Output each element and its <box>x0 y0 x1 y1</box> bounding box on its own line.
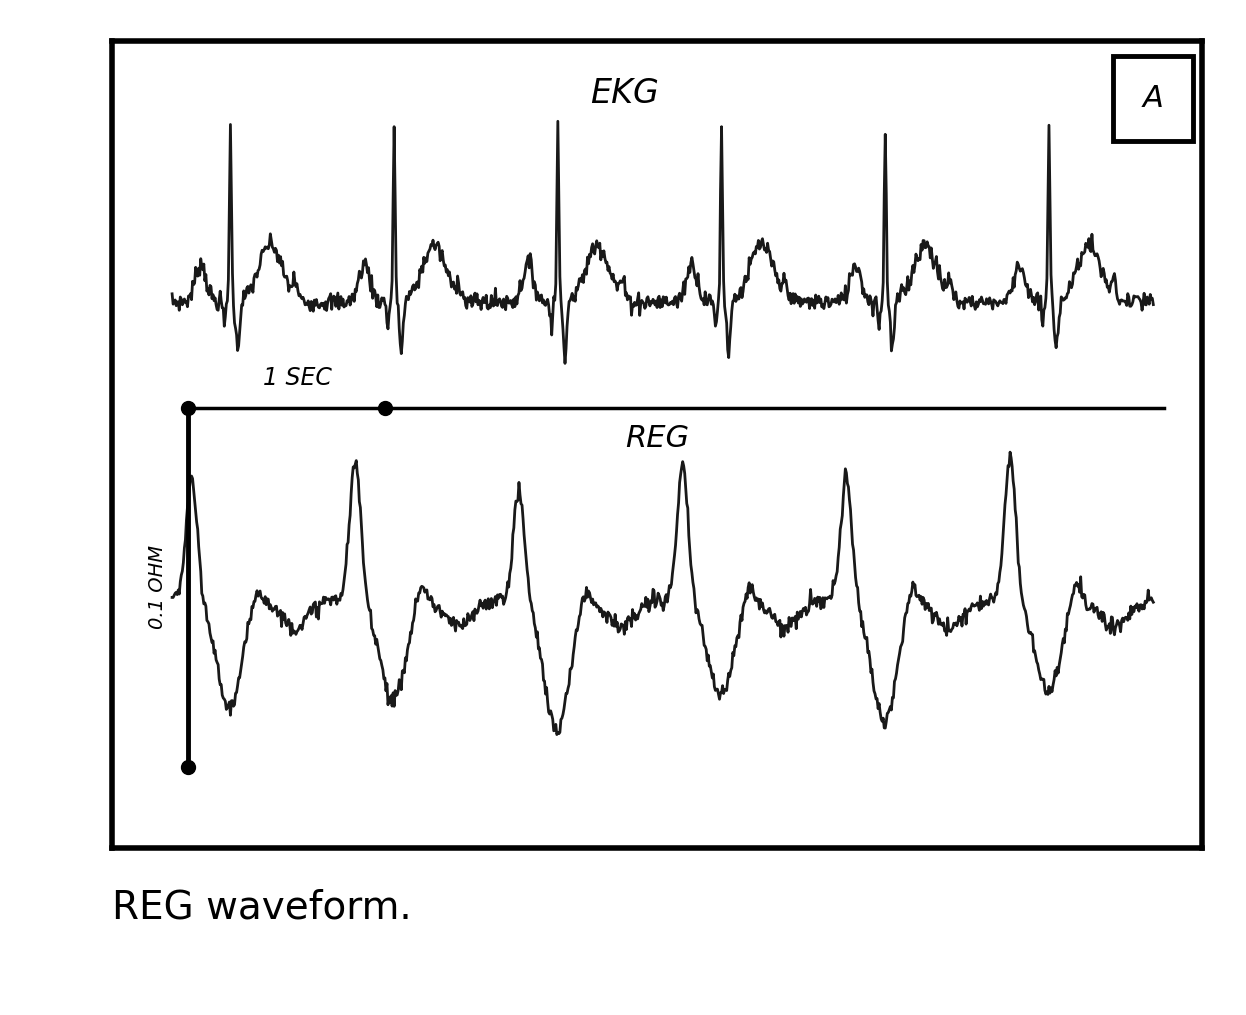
Text: REG waveform.: REG waveform. <box>112 888 412 926</box>
Text: 0.1 OHM: 0.1 OHM <box>148 545 167 629</box>
Text: EKG: EKG <box>591 77 659 110</box>
Text: A: A <box>1143 84 1164 113</box>
Bar <box>1113 56 1192 141</box>
Text: REG: REG <box>625 424 689 453</box>
Bar <box>1113 56 1192 141</box>
Text: 1 SEC: 1 SEC <box>263 366 331 390</box>
